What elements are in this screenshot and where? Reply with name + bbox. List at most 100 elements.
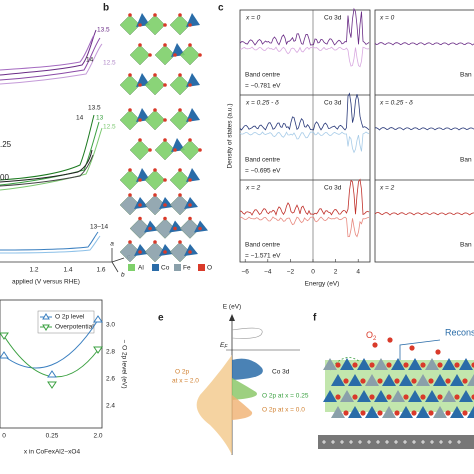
atom: [163, 23, 167, 27]
band-value: = −0.695 eV: [245, 168, 281, 175]
label: E (eV): [223, 304, 241, 311]
shape: O: [366, 330, 373, 340]
polyhedron: [119, 109, 141, 131]
atom: [387, 337, 393, 343]
atom: [178, 193, 182, 197]
shape: [0, 149, 93, 183]
atom: [343, 410, 349, 416]
atom: [386, 362, 392, 368]
label: 3.0: [106, 322, 115, 329]
tetrahedron: [357, 358, 371, 370]
orbital: Co 3d: [324, 185, 342, 192]
atom: [386, 394, 392, 400]
shape: [3, 335, 99, 378]
tetrahedron: [184, 197, 198, 209]
atom: [153, 108, 157, 112]
shape: [231, 327, 263, 339]
band-value: = −1.571 eV: [245, 253, 281, 260]
tetrahedron: [408, 358, 422, 370]
atom: [471, 362, 474, 368]
shape: [232, 395, 253, 420]
atom: [335, 394, 341, 400]
atom: [148, 148, 152, 152]
label: 2.8: [106, 349, 115, 356]
atom: [437, 394, 443, 400]
label: Co 3d: [272, 369, 290, 376]
atom: [163, 250, 167, 254]
tetrahedron: [348, 374, 362, 386]
atom: [428, 410, 434, 416]
tetrahedron: [144, 220, 158, 233]
tetrahedron: [194, 220, 208, 233]
dos-up: [239, 178, 370, 216]
plus: [367, 440, 371, 444]
shape: [3, 319, 99, 369]
atom: [403, 394, 409, 400]
label: 00: [0, 173, 9, 182]
shape: [198, 264, 205, 271]
shape: [0, 29, 97, 76]
tetrahedron: [399, 374, 413, 386]
band-centre: Band centre: [245, 72, 280, 79]
atom: [138, 138, 142, 142]
tetrahedron: [459, 390, 473, 402]
atom: [188, 138, 192, 142]
panel-b: b a c b Al Co Fe O: [103, 3, 212, 279]
label: 14: [76, 115, 84, 122]
atom: [153, 240, 157, 244]
tetrahedron: [340, 358, 354, 370]
atom: [394, 378, 400, 384]
atom: [153, 193, 157, 197]
fermi: EF: [220, 342, 228, 351]
polyhedron: [154, 218, 176, 239]
shape: [0, 114, 95, 181]
label: Al: [138, 265, 144, 272]
label: Overpotential: [55, 324, 94, 331]
atom: [128, 73, 132, 77]
tetrahedron: [348, 406, 362, 418]
dos-up: [374, 211, 474, 216]
tetrahedron: [323, 390, 337, 402]
shape: [239, 9, 371, 263]
band-centre: Ban: [460, 157, 472, 164]
label: 0: [2, 433, 6, 440]
atom: [178, 73, 182, 77]
atom: [394, 410, 400, 416]
label: 1.6: [96, 267, 105, 274]
atom: [454, 362, 460, 368]
panel-d: O 2p level Overpotential 3.0 2.8 2.6 2.4…: [0, 299, 127, 456]
atom: [153, 168, 157, 172]
tetrahedron: [323, 358, 337, 370]
atom: [128, 168, 132, 172]
composition: x = 0.25 - δ: [379, 100, 413, 107]
shape: [229, 314, 235, 321]
label: O: [207, 265, 212, 272]
band-centre: Ban: [460, 242, 472, 249]
label: Energy (eV): [305, 281, 340, 288]
atom: [372, 342, 378, 348]
tetrahedron: [159, 244, 173, 256]
shape: [0, 315, 103, 378]
atom: [420, 362, 426, 368]
shape: [174, 264, 181, 271]
atom: [128, 240, 132, 244]
shape: [329, 357, 361, 371]
atom: [188, 216, 192, 221]
panel-f: f O2 Recons: [313, 313, 474, 449]
atom: [148, 226, 152, 231]
atom: [178, 168, 182, 172]
dos-down: [239, 216, 370, 238]
plus: [376, 440, 380, 444]
tetrahedron: [134, 244, 148, 256]
label: O 2p at x = 0.25: [262, 393, 309, 400]
atom: [377, 378, 383, 384]
atom: [138, 83, 142, 87]
atom: [173, 148, 177, 152]
plus: [403, 440, 407, 444]
polyhedron: [179, 44, 201, 66]
plus: [358, 440, 362, 444]
label: b: [103, 3, 109, 14]
atom: [411, 378, 417, 384]
atom: [188, 23, 192, 27]
atom: [462, 378, 468, 384]
